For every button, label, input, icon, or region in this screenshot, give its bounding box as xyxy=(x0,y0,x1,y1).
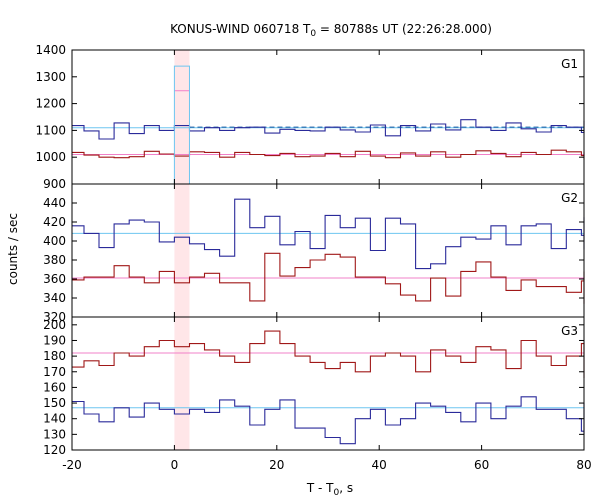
y-tick-label: 380 xyxy=(43,253,66,267)
series-lower xyxy=(72,396,585,445)
y-tick-label: 900 xyxy=(43,177,66,191)
panel-g1: 900 1000 1100 1200 1300 1400 G1 xyxy=(35,43,585,191)
panel-g2: 320 340 360 380 400 420 440 G2 xyxy=(43,183,585,324)
series-upper xyxy=(72,119,585,140)
series-lower xyxy=(72,149,585,160)
y-tick-label: 440 xyxy=(43,196,66,210)
y-tick-label: 200 xyxy=(43,318,66,332)
chart-title-rest: = 80788s UT (22:26:28.000) xyxy=(316,22,492,36)
y-tick-label: 150 xyxy=(43,396,66,410)
y-tick-label: 420 xyxy=(43,215,66,229)
y-tick-label: 140 xyxy=(43,412,66,426)
x-tick-label: 0 xyxy=(171,458,179,472)
panel-frame xyxy=(71,183,585,318)
y-tick-label: 1300 xyxy=(35,70,66,84)
chart-title-main: KONUS-WIND 060718 T xyxy=(170,22,311,36)
panel-frame xyxy=(71,316,585,451)
y-tick-label: 170 xyxy=(43,365,66,379)
y-tick-label: 1400 xyxy=(35,43,66,57)
highlight-bin xyxy=(173,65,190,184)
y-tick-label: 400 xyxy=(43,234,66,248)
y-tick-label: 180 xyxy=(43,349,66,363)
highlight-interval xyxy=(174,50,190,450)
panel-frame xyxy=(71,49,585,185)
y-axis-label: counts / sec xyxy=(6,213,20,285)
x-tick-label: 60 xyxy=(474,458,489,472)
x-tick-label: -20 xyxy=(62,458,82,472)
y-tick-label: 1100 xyxy=(35,123,66,137)
x-axis-label-rest: , s xyxy=(339,481,353,495)
chart-title: KONUS-WIND 060718 T0 = 80788s UT (22:26:… xyxy=(170,22,492,39)
y-tick-label: 130 xyxy=(43,427,66,441)
y-tick-label: 1000 xyxy=(35,150,66,164)
panel-label: G2 xyxy=(561,191,578,205)
panel-label: G1 xyxy=(561,57,578,71)
x-tick-label: 80 xyxy=(576,458,591,472)
y-tick-label: 360 xyxy=(43,272,66,286)
y-tick-label: 1200 xyxy=(35,97,66,111)
plot-layer: 90010001100120013001400G1320340360380400… xyxy=(35,43,591,472)
panel-label: G3 xyxy=(561,324,578,338)
y-tick-label: 160 xyxy=(43,380,66,394)
series-upper xyxy=(72,330,585,378)
x-axis-label-subscript: 0 xyxy=(334,488,340,498)
x-axis-label: T - T0, s xyxy=(306,481,353,498)
x-tick-label: 20 xyxy=(269,458,284,472)
chart-title-subscript: 0 xyxy=(310,29,316,39)
y-tick-label: 120 xyxy=(43,443,66,457)
x-tick-label: 40 xyxy=(372,458,387,472)
y-tick-label: 320 xyxy=(43,310,66,324)
y-tick-label: 190 xyxy=(43,333,66,347)
y-tick-label: 340 xyxy=(43,291,66,305)
x-axis-label-main: T - T xyxy=(306,481,334,495)
